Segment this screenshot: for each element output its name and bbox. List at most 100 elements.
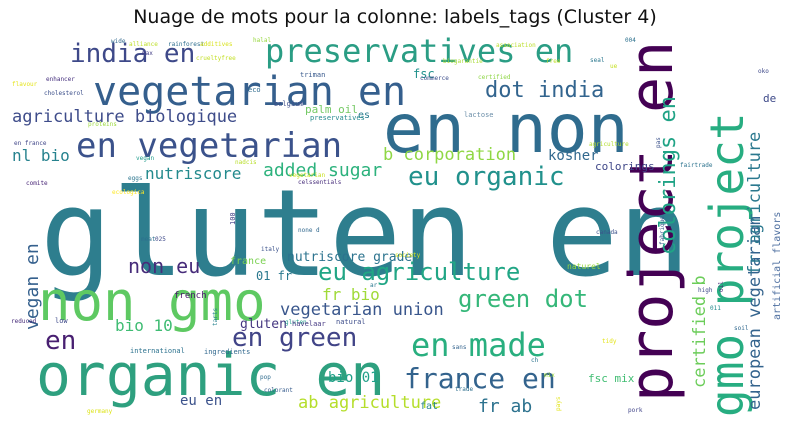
word-70: 025 <box>155 236 166 243</box>
word-16: nutriscore <box>145 164 241 183</box>
word-11: eu organic <box>408 162 565 192</box>
word-55: additives <box>200 41 233 48</box>
word-103: agriculture <box>589 141 629 148</box>
word-65: nadcis <box>235 159 257 166</box>
word-31: bio 10 <box>115 316 173 335</box>
word-36: fr ab <box>478 396 532 417</box>
word-98: fabrique <box>659 216 666 245</box>
word-45: de <box>763 92 776 105</box>
word-47: eco <box>248 86 261 94</box>
word-2: project en <box>617 41 687 402</box>
word-15: nl bio <box>12 146 70 165</box>
word-41: colorings <box>595 160 655 173</box>
word-63: vegan <box>136 155 154 162</box>
word-19: eu agriculture <box>318 258 520 286</box>
word-0: gluten en <box>40 165 690 304</box>
word-75: french <box>174 291 207 301</box>
word-83: natural <box>336 318 366 326</box>
word-91: naturel <box>567 262 601 271</box>
word-84: pop <box>260 374 271 381</box>
word-61: proteins <box>88 121 117 128</box>
word-34: eu en <box>180 393 222 409</box>
word-76: gluten <box>285 319 307 326</box>
word-78: reduced <box>11 318 37 325</box>
word-85: colorant <box>264 387 293 394</box>
word-50: preservatives <box>310 114 365 122</box>
word-73: none d <box>298 227 320 234</box>
word-53: alliance <box>129 41 158 48</box>
word-100: oko <box>758 68 769 75</box>
word-27: en made <box>411 326 546 364</box>
word-32: gluten <box>240 317 287 332</box>
word-102: 004 <box>625 37 636 44</box>
word-74: france <box>230 256 266 267</box>
word-4: organic en <box>36 341 385 409</box>
word-97: pas <box>655 137 662 148</box>
word-29: en green <box>232 323 357 353</box>
word-44: palm oil <box>305 103 358 116</box>
word-38: european vegetarian <box>745 216 765 410</box>
chart-title: Nuage de mots pour la colonne: labels_ta… <box>133 6 657 28</box>
word-48: triman <box>300 71 325 79</box>
word-8: en vegetarian <box>76 126 342 166</box>
word-93: high <box>698 287 713 294</box>
word-99: fairtrade <box>680 162 713 169</box>
word-30: en <box>45 326 76 356</box>
word-71: 100 <box>229 212 237 225</box>
word-26: 01 fr <box>256 269 292 283</box>
word-95: soil <box>734 325 749 332</box>
word-81: tarts <box>212 308 219 326</box>
word-13: colorings en <box>656 96 681 255</box>
word-42: fsc mix <box>588 372 635 385</box>
word-105: wide <box>111 38 126 45</box>
word-12: agriculture biologique <box>12 107 237 127</box>
word-40: artificial flavors <box>772 212 783 320</box>
word-5: non gmo <box>38 270 266 333</box>
word-35: ab agriculture <box>298 393 441 413</box>
word-109: free <box>546 58 561 65</box>
word-101: oil <box>718 281 725 292</box>
word-60: en france <box>14 140 47 147</box>
word-33: bio 01 <box>328 370 379 386</box>
word-80: ingredients <box>204 348 250 356</box>
word-87: fat <box>420 401 438 412</box>
word-23: vegetarian union <box>280 300 444 320</box>
word-72: italy <box>261 246 279 253</box>
word-59: cholesterol <box>44 90 84 97</box>
word-69: meat <box>141 236 156 243</box>
word-110: mix <box>544 372 555 379</box>
word-106: max <box>142 50 153 57</box>
word-92: society <box>395 252 421 259</box>
word-77: low <box>55 317 68 325</box>
word-96: pork <box>628 407 643 414</box>
word-54: halal <box>253 37 271 44</box>
word-62: comite <box>26 180 48 187</box>
word-28: france en <box>404 362 556 395</box>
word-43: fsc <box>413 67 435 81</box>
word-1: en non <box>383 90 629 169</box>
word-112: sans <box>452 344 467 351</box>
word-20: vegan en <box>22 243 43 330</box>
word-25: fr bio <box>322 285 380 304</box>
word-82: havelaar <box>292 320 326 328</box>
word-113: tidy <box>602 338 617 345</box>
word-111: ch <box>531 357 539 364</box>
word-14: b corporation <box>383 145 516 165</box>
word-117: seal <box>590 57 605 64</box>
word-79: international <box>130 347 185 355</box>
word-64: eggs <box>128 175 143 182</box>
word-18: kosher <box>548 148 599 164</box>
word-6: vegetarian en <box>93 69 406 115</box>
word-56: crueltyfree <box>196 55 236 62</box>
word-3: gmo project <box>700 112 754 417</box>
word-9: india en <box>70 39 195 69</box>
word-108: commerce <box>420 75 449 82</box>
word-22: green dot <box>458 285 588 313</box>
word-107: biogarantie <box>443 58 483 65</box>
word-66: ecologica <box>112 189 145 196</box>
word-58: flavour <box>12 81 38 88</box>
word-115: certified <box>478 74 511 81</box>
word-89: canada <box>596 229 618 236</box>
word-67: vegetarian <box>289 172 326 179</box>
